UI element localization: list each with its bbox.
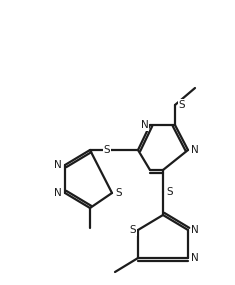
Text: N: N (191, 253, 199, 263)
Text: N: N (54, 160, 62, 170)
Text: S: S (104, 145, 110, 155)
Text: S: S (179, 100, 185, 110)
Text: S: S (116, 188, 122, 198)
Text: S: S (130, 225, 136, 235)
Text: S: S (167, 187, 173, 197)
Text: N: N (191, 145, 199, 155)
Text: N: N (141, 120, 149, 130)
Text: N: N (54, 188, 62, 198)
Text: N: N (191, 225, 199, 235)
